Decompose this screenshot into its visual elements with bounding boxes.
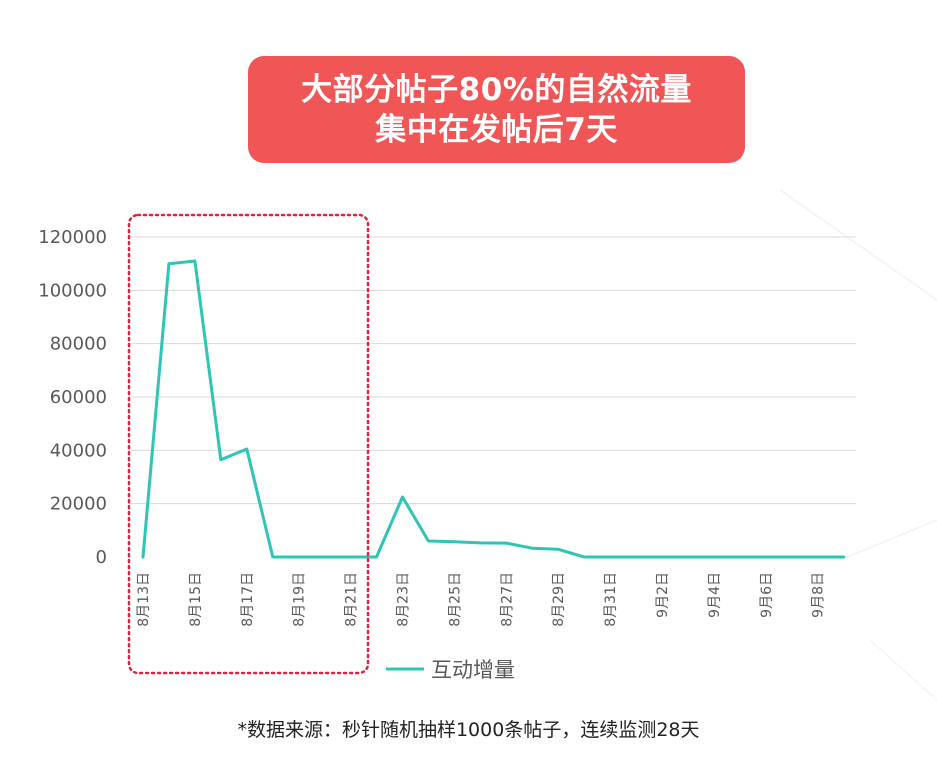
y-tick-label: 20000 xyxy=(50,494,107,515)
x-tick-label: 8月23日 xyxy=(396,572,412,627)
y-tick-label: 0 xyxy=(96,547,107,568)
x-tick-label: 8月29日 xyxy=(551,572,567,627)
x-tick-label: 8月27日 xyxy=(499,572,515,627)
y-tick-label: 80000 xyxy=(50,334,107,355)
headline-line-1: 大部分帖子80%的自然流量 xyxy=(301,71,692,108)
legend-label: 互动增量 xyxy=(431,658,515,682)
series-line xyxy=(141,259,846,559)
x-tick-label: 8月19日 xyxy=(292,572,308,627)
x-tick-label: 9月2日 xyxy=(655,572,671,618)
y-tick-label: 120000 xyxy=(38,227,107,248)
highlight-box xyxy=(127,213,370,675)
x-tick-label: 9月4日 xyxy=(707,572,723,618)
x-tick-label: 8月15日 xyxy=(188,572,204,627)
headline-line-2: 集中在发帖后7天 xyxy=(375,111,618,148)
y-tick-label: 100000 xyxy=(38,280,107,301)
x-tick-label: 8月17日 xyxy=(240,572,256,627)
data-source-note: *数据来源：秒针随机抽样1000条帖子，连续监测28天 xyxy=(237,719,700,741)
headline-banner: 大部分帖子80%的自然流量 集中在发帖后7天 xyxy=(248,56,745,163)
x-tick-label: 8月21日 xyxy=(344,572,360,627)
y-tick-label: 60000 xyxy=(50,387,107,408)
x-tick-label: 8月13日 xyxy=(136,572,152,627)
x-tick-label: 9月6日 xyxy=(759,572,775,618)
x-tick-label: 8月31日 xyxy=(603,572,619,627)
x-tick-label: 9月8日 xyxy=(811,572,827,618)
x-tick-label: 8月25日 xyxy=(447,572,463,627)
y-tick-label: 40000 xyxy=(50,440,107,461)
